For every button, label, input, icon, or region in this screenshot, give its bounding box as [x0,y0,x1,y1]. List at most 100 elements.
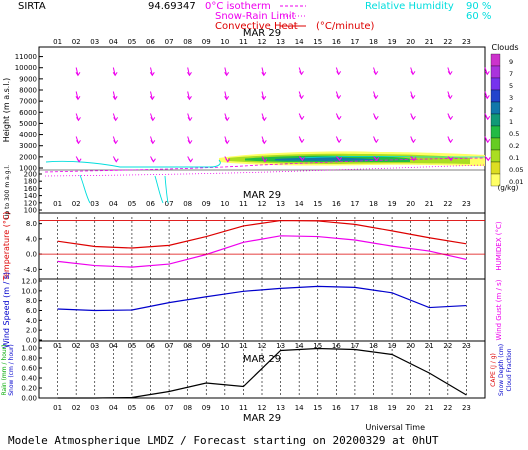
wind-arrow-head [374,157,380,162]
hour-tick-label: 11 [239,38,248,46]
hour-tick-label: 05 [127,342,136,350]
wind-arrow-head [150,140,156,145]
colorbar: 9 7 5 3 2 1 0.5 0.2 0.1 0.05 0.01 [490,53,523,187]
date-label-precip: MAR 29 [243,354,281,365]
hour-tick-label: 04 [109,38,118,46]
hour-tick-label: 02 [72,200,81,208]
hour-tick-label: 16 [332,200,341,208]
hour-tick-label: 14 [295,404,304,412]
hour-tick-label: 20 [406,342,415,350]
wind-arrow-head [187,96,192,101]
colorbar-swatch [490,101,501,115]
ytick-label: 0.0 [26,337,37,345]
hour-tick-label: 18 [369,200,378,208]
wind-arrow-head [261,96,267,101]
hour-tick-label: 07 [165,38,174,46]
hour-tick-label: 15 [313,38,322,46]
legend-rh-90: 90 % [466,1,491,12]
wind-arrow-head [299,71,304,76]
wind-arrow-head [448,116,454,121]
wind-arrow-head [336,95,342,100]
colorbar-level: 5 [509,82,513,90]
hour-tick-label: 08 [183,200,192,208]
cape-ylabel: CAPE (J / g) [490,353,497,387]
hour-tick-label: 22 [443,342,452,350]
wind-arrow-head [224,117,230,122]
series-line [57,347,467,399]
hour-tick-label: 06 [146,342,155,350]
wind-arrow-head [261,140,267,145]
hour-tick-label: 23 [462,200,471,208]
temp-ylabel: Temperature (°C) [2,211,11,281]
hour-tick-label: 11 [239,200,248,208]
wind-arrow-head [373,116,379,121]
wind-arrow-head [448,157,454,162]
hour-tick-label: 07 [165,342,174,350]
hour-tick-label: 13 [276,38,285,46]
hour-tick-label: 02 [72,404,81,412]
hour-tick-label: 05 [127,200,136,208]
model-info-line: Modele Atmospherique LMDZ / Forecast sta… [8,434,439,447]
snow-ylabel: Snow (cm / hour) [8,344,15,396]
wind-arrow-head [448,139,454,144]
legend-rh-60: 60 % [466,11,491,22]
precip-plot: 0.00 0.20 0.40 0.60 0.80 1.00 [21,345,467,403]
hour-tick-label: 14 [295,342,304,350]
hour-tick-label: 08 [183,404,192,412]
hour-tick-label: 06 [146,38,155,46]
wind-arrow-head [485,116,491,121]
wind-arrow-head [299,116,305,121]
wind-arrow-head [224,96,230,101]
colorbar-level: 0.2 [509,142,519,150]
universal-time-label: Universal Time [365,423,425,432]
colorbar-level: 0.05 [509,166,523,174]
profile-panel-frame [38,46,486,214]
wind-arrow-head [485,157,491,162]
profile-yticks: 1000 2000 3000 4000 5000 6000 7000 8000 9000 1000… [15,53,43,215]
hour-tick-label: 09 [202,404,211,412]
wind-arrow-head [411,157,417,162]
profile-ytick-label: 7000 [19,98,37,106]
hour-tick-label: 09 [202,38,211,46]
wind-arrow-head [75,72,81,77]
colorbar-swatch [490,125,501,139]
wind-arrow-head [299,95,304,100]
profile-ytick-label: 200 [24,171,37,179]
hour-tick-label: 14 [295,200,304,208]
hour-tick-label: 20 [406,404,415,412]
wind-arrow-head [76,140,81,145]
legend-rh-label: Relative Humidity [365,1,454,12]
series-line [57,285,467,312]
wind-arrow-head [337,157,343,162]
wind-arrow-head [447,71,453,76]
hour-tick-label: 20 [406,200,415,208]
wind-arrow-head [300,157,305,162]
wind-arrow-head [410,95,416,100]
hour-tick-label: 15 [313,342,322,350]
wind-ylabel: Wind Speed (m / s) [2,272,11,348]
hour-tick-label: 05 [127,38,136,46]
hour-tick-label: 21 [425,342,434,350]
colorbar-swatch [490,113,501,127]
hour-tick-label: 23 [462,38,471,46]
wind-arrow-head [411,116,416,121]
hour-tick-label: 12 [258,404,267,412]
legend-zero-isotherm: 0°C isotherm [205,1,271,12]
profile-ytick-label: 3000 [19,142,37,150]
profile-ytick-label: 9000 [19,75,37,83]
hour-tick-label: 12 [258,38,267,46]
hour-tick-label: 13 [276,200,285,208]
hour-tick-label: 19 [388,38,397,46]
hour-tick-label: 21 [425,200,434,208]
hour-tick-label: 11 [239,342,248,350]
hour-tick-label: 10 [220,200,229,208]
wind-arrow-head [187,72,192,77]
wind-arrow-head [187,117,193,122]
hour-tick-label: 04 [109,200,118,208]
hour-tick-label: 19 [388,200,397,208]
ytick-label: 12.0 [21,278,37,286]
rh-60-contour [79,174,169,204]
colorbar-swatch [490,65,501,79]
wind-arrow-head [262,158,268,163]
hour-tick-label: 05 [127,404,136,412]
